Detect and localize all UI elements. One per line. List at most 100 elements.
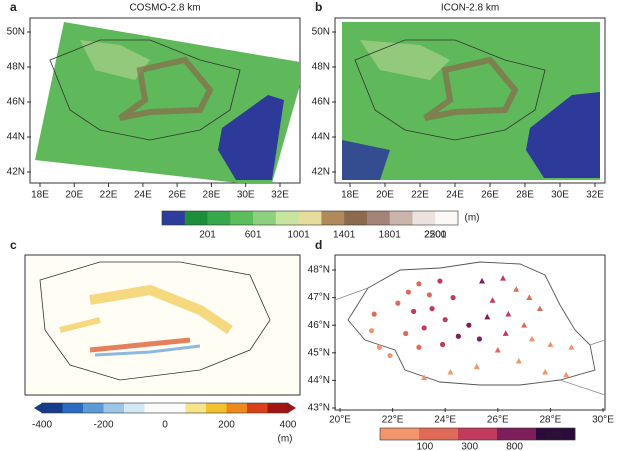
colorbar-frame	[379, 427, 576, 441]
panel-title: COSMO-2.8 km	[129, 3, 200, 14]
station	[395, 300, 401, 306]
colorbar-box	[389, 211, 413, 225]
colorbar-box	[206, 403, 227, 413]
colorbar-box	[42, 403, 63, 413]
colorbar-box	[253, 211, 277, 225]
station	[447, 368, 454, 375]
colorbar-tick-label: 201	[199, 230, 216, 241]
station	[368, 328, 375, 334]
panel-label: c	[10, 238, 17, 252]
colorbar-box	[419, 428, 459, 440]
colorbar-box	[267, 403, 289, 413]
lat-label: 44N	[312, 132, 330, 143]
station	[473, 363, 480, 369]
colorbar-box	[124, 403, 145, 413]
lon-label: 30°E	[592, 415, 614, 426]
lat-label: 42N	[312, 167, 330, 178]
lat-label: 48N	[312, 62, 330, 73]
station	[439, 341, 446, 348]
colorbar-box	[275, 211, 299, 225]
colorbar-box	[435, 211, 459, 225]
station	[466, 322, 472, 328]
lat-label: 47°N	[308, 292, 330, 303]
station	[442, 317, 448, 323]
panel-title: ICON-2.8 km	[441, 3, 499, 14]
station	[547, 341, 554, 347]
station	[376, 344, 383, 350]
lon-label: 20°E	[329, 415, 351, 426]
station	[371, 311, 377, 317]
colorbar-tick-label: 800	[506, 442, 523, 451]
colorbar-unit: (m)	[465, 213, 480, 224]
lon-label: 20E	[65, 190, 83, 201]
lat-label: 44°N	[308, 375, 330, 386]
colorbar-box	[497, 428, 537, 440]
colorbar-arrow	[288, 403, 296, 413]
lon-label: 30E	[551, 190, 569, 201]
panel-label: d	[315, 238, 322, 252]
station	[450, 295, 456, 301]
map-b	[334, 17, 606, 184]
station	[528, 335, 535, 342]
station	[455, 333, 461, 339]
lat-label: 48N	[7, 62, 25, 73]
station	[513, 286, 520, 292]
station	[387, 352, 393, 359]
colorbar-box	[366, 211, 390, 225]
lon-label: 22E	[411, 190, 429, 201]
colorbar-box	[458, 428, 498, 440]
lon-label: 26E	[168, 190, 186, 201]
station	[521, 322, 528, 328]
station	[489, 297, 496, 303]
station	[429, 306, 435, 312]
colorbar-box	[344, 211, 368, 225]
station	[494, 346, 501, 353]
lat-label: 50N	[7, 27, 25, 38]
lon-label: 24E	[134, 190, 152, 201]
lon-label: 28E	[516, 190, 534, 201]
colorbar-tick-label: -400	[32, 420, 52, 431]
map-c	[24, 254, 301, 396]
lon-label: 24°E	[434, 415, 456, 426]
lat-label: 46°N	[308, 320, 330, 331]
station	[476, 336, 482, 342]
colorbar-box	[380, 428, 420, 440]
colorbar-frame	[161, 210, 459, 226]
colorbar-arrow	[34, 403, 42, 413]
station	[568, 344, 575, 350]
lon-label: 32E	[586, 190, 604, 201]
lon-label: 28E	[203, 190, 221, 201]
colorbar-box	[412, 211, 436, 225]
map-a	[29, 17, 301, 184]
station	[405, 289, 411, 295]
map-d	[334, 254, 606, 411]
station	[411, 308, 417, 314]
lon-label: 24E	[446, 190, 464, 201]
colorbar-box	[185, 403, 207, 413]
lon-label: 20E	[376, 190, 394, 201]
colorbar-box	[207, 211, 231, 225]
station	[426, 292, 433, 298]
lat-label: 46N	[7, 97, 25, 108]
colorbar-frame	[41, 402, 289, 414]
colorbar-tick-label: 300	[461, 442, 478, 451]
lat-label: 45°N	[308, 347, 330, 358]
colorbar-box	[83, 403, 104, 413]
panel-label: b	[315, 0, 322, 14]
colorbar-tick-label: 400	[280, 420, 297, 431]
colorbar-box	[144, 403, 166, 413]
lon-label: 30E	[237, 190, 255, 201]
lat-label: 43°N	[308, 403, 330, 414]
colorbar-tick-label: 0	[162, 420, 168, 431]
colorbar-box	[62, 403, 84, 413]
station	[479, 277, 486, 284]
station	[505, 310, 512, 317]
station	[484, 313, 491, 320]
station	[526, 294, 533, 300]
station	[500, 275, 507, 281]
colorbar-box	[103, 403, 125, 413]
colorbar-unit: (m)	[278, 434, 293, 445]
colorbar-box	[165, 403, 186, 413]
station	[416, 281, 422, 287]
